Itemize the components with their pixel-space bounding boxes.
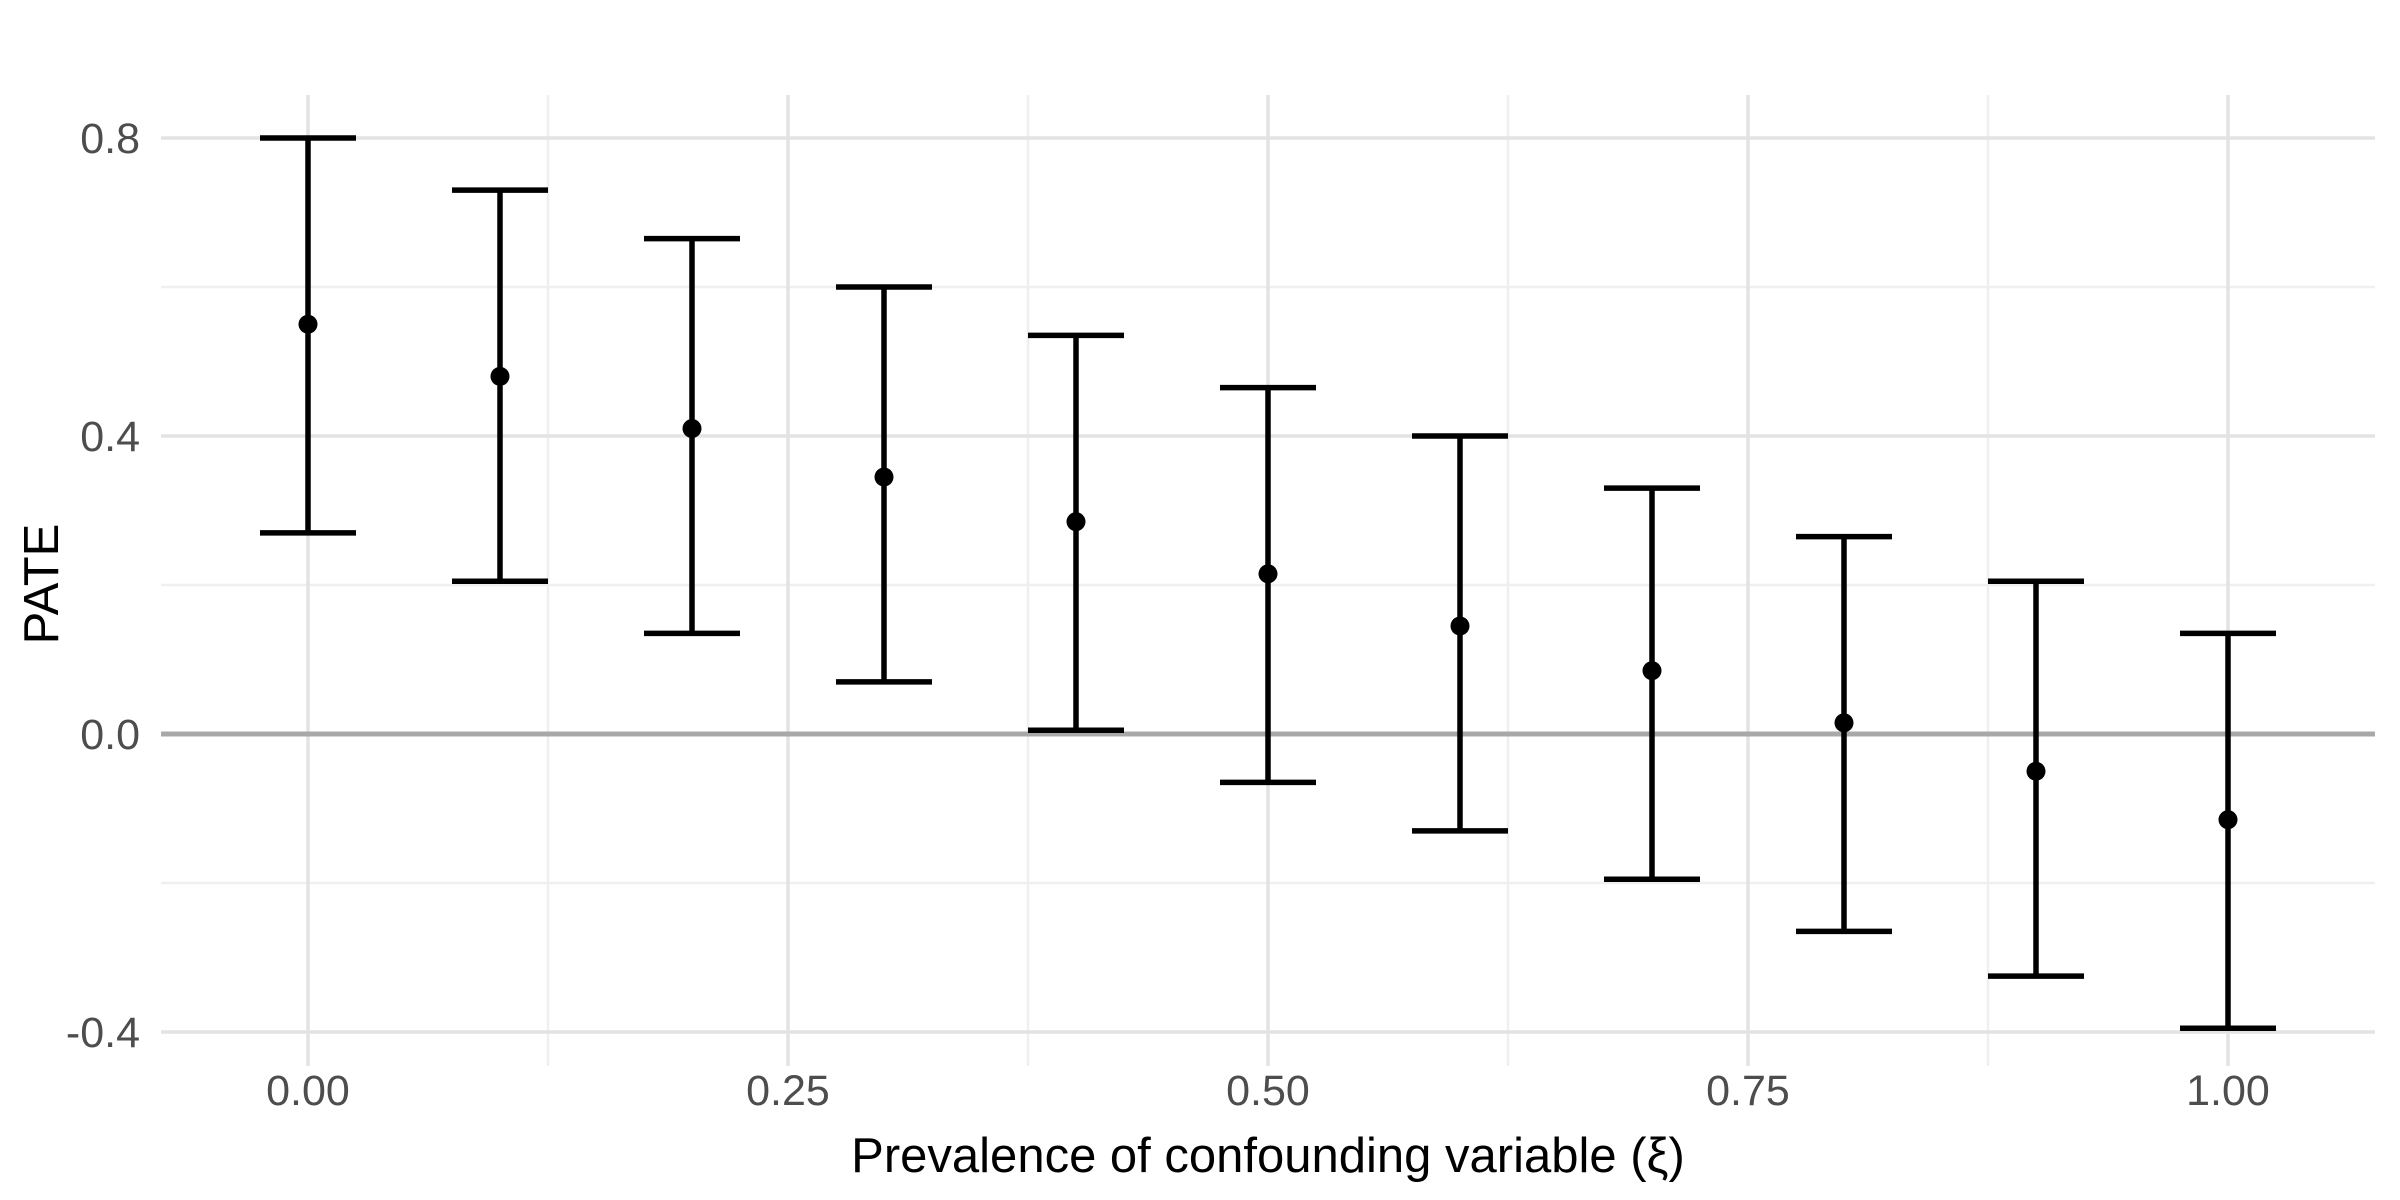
point-estimate-dot [2026, 761, 2046, 781]
point-estimate-dot [1258, 564, 1278, 584]
pointrange [1028, 332, 1124, 734]
y-tick-label: 0.0 [80, 711, 140, 759]
pointrange [836, 284, 932, 685]
pointrange [1988, 578, 2084, 979]
point-estimate-dot [1834, 713, 1854, 733]
y-tick-label: -0.4 [66, 1009, 140, 1057]
pointrange [2180, 630, 2276, 1032]
pointrange-data-layer [260, 135, 2276, 1032]
point-estimate-dot [1066, 512, 1086, 532]
x-tick-label: 0.25 [746, 1067, 830, 1115]
x-tick-label: 0.00 [266, 1067, 350, 1115]
y-tick-label: 0.4 [80, 413, 140, 461]
axis-titles-layer: Prevalence of confounding variable (ξ) P… [15, 524, 1685, 1183]
point-estimate-dot [1642, 661, 1662, 681]
pointrange [1220, 384, 1316, 786]
pointrange [452, 187, 548, 585]
x-tick-label: 1.00 [2186, 1067, 2270, 1115]
point-estimate-dot [1450, 616, 1470, 636]
tick-labels-layer: 0.8 0.4 0.0 -0.4 0.00 0.25 0.50 0.75 1.00 [66, 115, 2270, 1115]
point-estimate-dot [682, 419, 702, 439]
pointrange [1796, 533, 1892, 935]
point-estimate-dot [490, 366, 510, 386]
x-tick-label: 0.75 [1706, 1067, 1790, 1115]
y-axis-title: PATE [15, 524, 69, 645]
pointrange [260, 135, 356, 536]
point-estimate-dot [298, 314, 318, 334]
pointrange [1412, 433, 1508, 834]
y-tick-label: 0.8 [80, 115, 140, 163]
pointrange [644, 235, 740, 637]
point-estimate-dot [874, 467, 894, 487]
pointrange [1604, 485, 1700, 883]
x-tick-label: 0.50 [1226, 1067, 1310, 1115]
x-axis-title: Prevalence of confounding variable (ξ) [851, 1129, 1685, 1183]
point-estimate-dot [2218, 810, 2238, 830]
